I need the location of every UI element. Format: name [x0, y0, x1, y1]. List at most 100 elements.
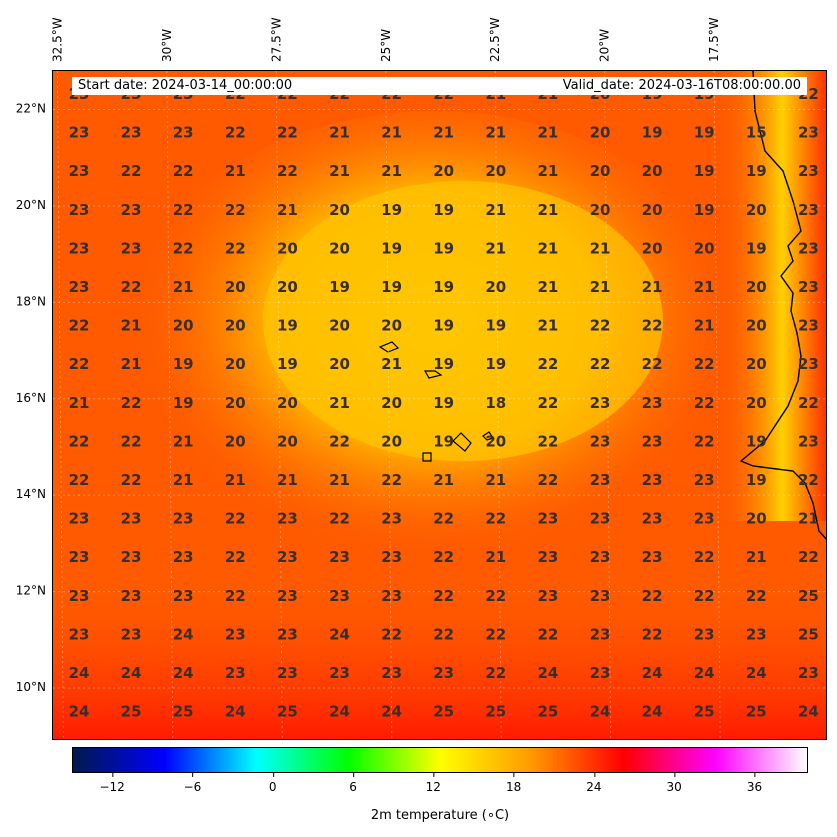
temperature-value: 21	[485, 548, 506, 566]
temperature-value: 20	[225, 432, 246, 450]
temperature-value: 19	[277, 355, 298, 373]
temperature-value: 22	[121, 432, 142, 450]
temperature-value: 24	[173, 664, 194, 682]
temperature-value: 21	[537, 201, 558, 219]
temperature-value: 24	[69, 664, 90, 682]
temperature-value: 21	[121, 317, 142, 335]
temperature-value: 19	[642, 124, 663, 142]
temperature-value: 23	[225, 664, 246, 682]
longitude-label: 27.5°W	[269, 17, 283, 62]
temperature-value: 21	[69, 394, 90, 412]
temperature-value: 20	[173, 317, 194, 335]
temperature-value: 25	[746, 703, 767, 721]
temperature-value: 15	[746, 124, 767, 142]
temperature-value: 21	[173, 471, 194, 489]
colorbar-tick-label: 30	[666, 780, 682, 794]
temperature-value: 23	[433, 664, 454, 682]
temperature-value: 23	[121, 625, 142, 643]
temperature-value: 23	[69, 124, 90, 142]
temperature-value: 22	[694, 432, 715, 450]
temperature-value: 24	[69, 703, 90, 721]
longitude-label: 30°W	[160, 29, 174, 62]
graticule	[53, 71, 826, 739]
temperature-value: 22	[798, 471, 819, 489]
temperature-value: 19	[433, 394, 454, 412]
temperature-value: 21	[277, 471, 298, 489]
temperature-value: 21	[590, 278, 611, 296]
temperature-value: 20	[225, 278, 246, 296]
temperature-value: 19	[433, 201, 454, 219]
temperature-value: 22	[381, 471, 402, 489]
temperature-value: 20	[277, 394, 298, 412]
colorbar-tick-label: 18	[505, 780, 522, 794]
temperature-value: 21	[381, 162, 402, 180]
temperature-value: 23	[121, 239, 142, 257]
temperature-value: 22	[225, 510, 246, 528]
temperature-value: 23	[590, 664, 611, 682]
temperature-value: 24	[642, 703, 663, 721]
temperature-value: 20	[277, 239, 298, 257]
temperature-value: 21	[537, 239, 558, 257]
temperature-value: 23	[798, 664, 819, 682]
temperature-value: 20	[277, 432, 298, 450]
map-frame: 23 23 23 22 22 22 22 22 21 21 20 19 19 22 23 23 23 22 22 21…	[52, 70, 827, 740]
temperature-value: 22	[225, 124, 246, 142]
temperature-value: 21	[329, 124, 350, 142]
temperature-value: 22	[329, 432, 350, 450]
temperature-value: 22	[225, 201, 246, 219]
temperature-value: 20	[590, 201, 611, 219]
temperature-value: 23	[277, 587, 298, 605]
temperature-value: 19	[381, 278, 402, 296]
temperature-value: 22	[642, 317, 663, 335]
temperature-value: 19	[433, 278, 454, 296]
temperature-value: 22	[173, 201, 194, 219]
temperature-value: 23	[69, 239, 90, 257]
temperature-value: 23	[277, 664, 298, 682]
southern-warm-band	[53, 591, 826, 739]
temperature-value: 24	[121, 664, 142, 682]
temperature-value: 22	[485, 510, 506, 528]
colorbar-tick: 24	[586, 773, 602, 794]
colorbar-tick: 36	[747, 773, 762, 794]
longitude-label: 32.5°W	[50, 17, 64, 62]
temperature-value: 23	[121, 510, 142, 528]
meridian-line	[494, 71, 502, 739]
temperature-value: 24	[381, 703, 402, 721]
temperature-value: 23	[590, 587, 611, 605]
temperature-value: 22	[433, 625, 454, 643]
temperature-value: 22	[121, 394, 142, 412]
temperature-value: 20	[642, 239, 663, 257]
temperature-value: 20	[329, 355, 350, 373]
temperature-value: 22	[433, 510, 454, 528]
colorbar-tick: 6	[349, 773, 357, 794]
temperature-value: 19	[746, 432, 767, 450]
temperature-value: 20	[746, 394, 767, 412]
temperature-value: 20	[694, 239, 715, 257]
temperature-value: 21	[329, 394, 350, 412]
temperature-value: 22	[798, 548, 819, 566]
colorbar-label: 2m temperature (∘C)	[370, 808, 510, 823]
temperature-value: 22	[121, 278, 142, 296]
date-info-box: Start date: 2024-03-14_00:00:00 Valid_da…	[72, 77, 807, 95]
temperature-value: 23	[225, 625, 246, 643]
temperature-value: 22	[642, 625, 663, 643]
temperature-value: 20	[485, 432, 506, 450]
temperature-value: 21	[329, 162, 350, 180]
coastal-warm-band	[713, 71, 826, 521]
temperature-value: 21	[694, 278, 715, 296]
temperature-value: 20	[746, 317, 767, 335]
temperature-map: 23 23 23 22 22 22 22 22 21 21 20 19 19 22 23 23 23 22 22 21…	[53, 71, 826, 739]
temperature-value: 20	[746, 201, 767, 219]
temperature-value: 23	[121, 548, 142, 566]
temperature-value: 21	[590, 239, 611, 257]
temperature-value: 22	[642, 355, 663, 373]
temperature-value: 21	[277, 201, 298, 219]
longitude-label: 17.5°W	[707, 17, 721, 62]
temperature-value: 23	[329, 548, 350, 566]
temperature-value: 22	[485, 664, 506, 682]
temperature-value: 22	[173, 239, 194, 257]
temperature-value: 22	[746, 587, 767, 605]
temperature-value: 22	[173, 162, 194, 180]
longitude-label: 25°W	[379, 29, 393, 62]
colorbar-tick: 18	[506, 773, 521, 794]
